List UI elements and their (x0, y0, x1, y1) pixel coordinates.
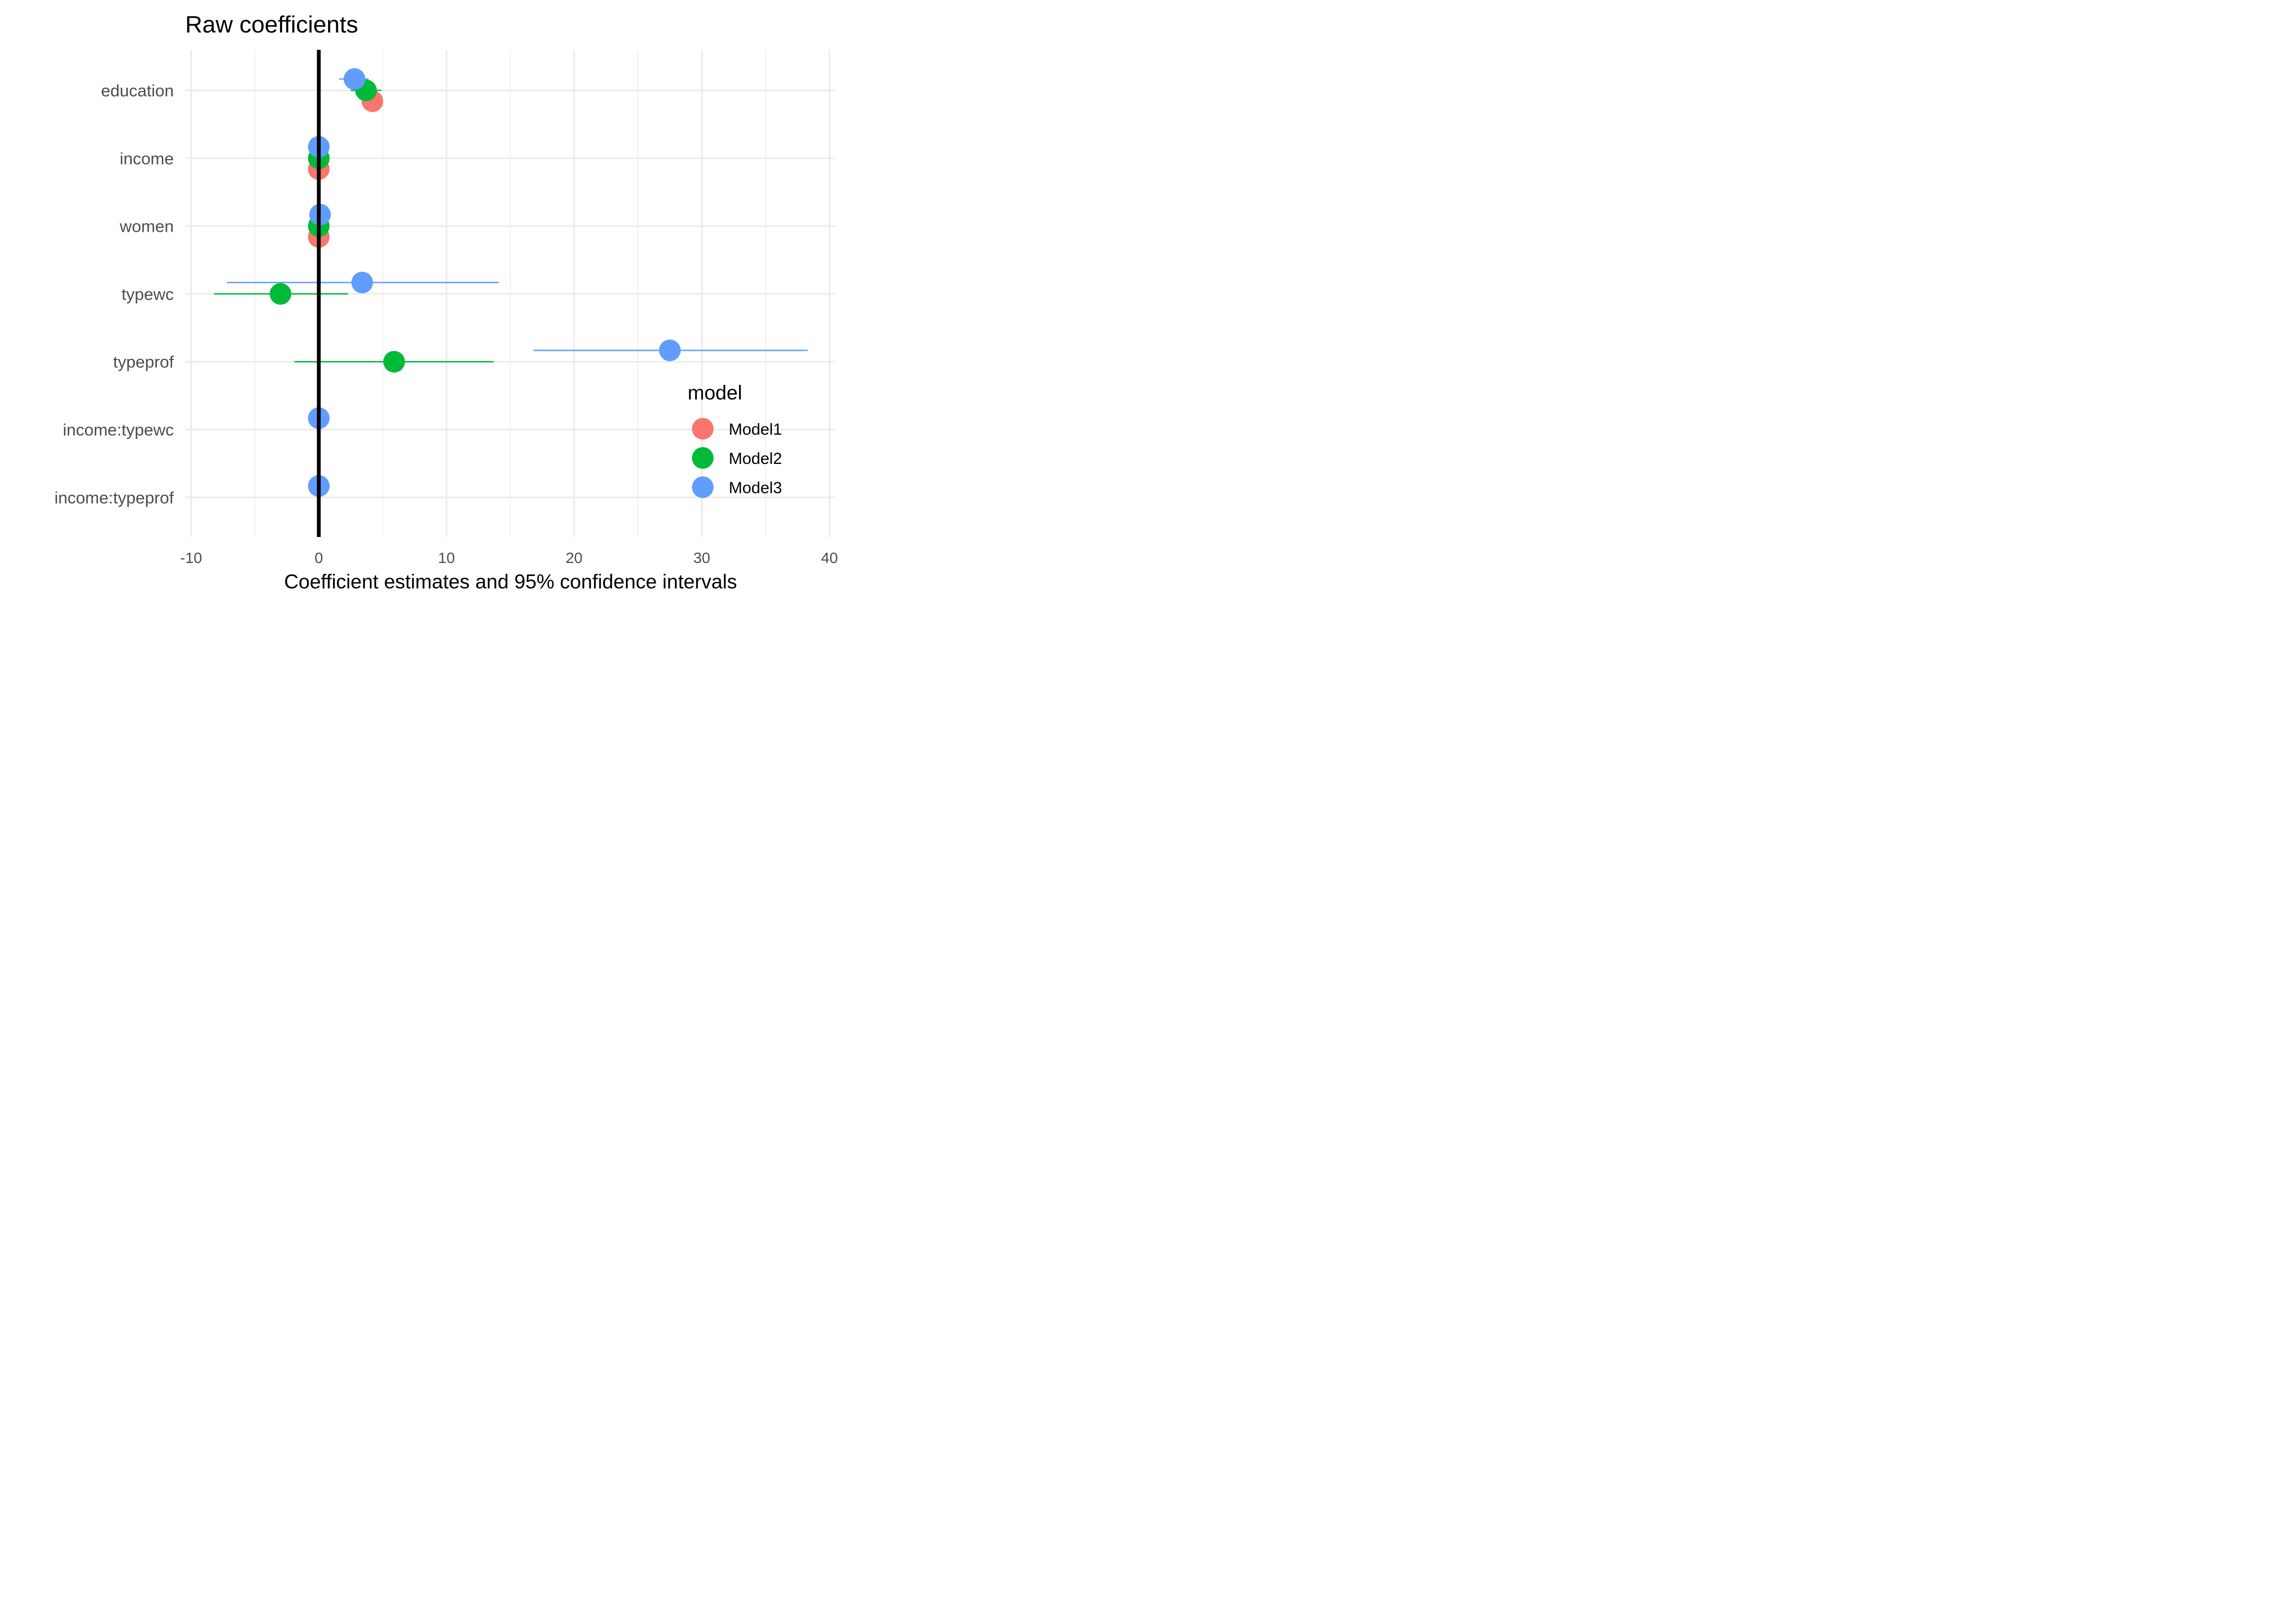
legend: model Model1 Model2 Model3 (688, 382, 782, 498)
coefficient-point (383, 351, 405, 373)
legend-key (692, 447, 714, 469)
x-tick-label: 30 (694, 549, 710, 566)
y-tick-label: typewc (122, 285, 174, 304)
y-tick-labels: education income women typewc typeprof income… (54, 81, 174, 507)
x-tick-label: -10 (180, 549, 202, 566)
x-axis-label: Coefficient estimates and 95% confidence… (284, 571, 737, 593)
y-tick-label: income (120, 149, 174, 168)
y-tick-label: income:typewc (63, 421, 174, 440)
y-tick-label: education (101, 81, 174, 100)
chart-title: Raw coefficients (185, 11, 358, 38)
x-tick-labels: -10 0 10 20 30 40 (180, 549, 838, 566)
legend-label: Model1 (729, 421, 782, 438)
legend-key (692, 476, 714, 498)
grid-lines (185, 50, 835, 537)
x-tick-label: 40 (821, 549, 838, 566)
y-tick-label: typeprof (113, 352, 174, 371)
x-tick-label: 0 (315, 549, 323, 566)
y-tick-label: women (119, 217, 174, 236)
x-tick-label: 10 (438, 549, 455, 566)
coefficient-point (351, 271, 373, 293)
coefficient-point (270, 283, 292, 305)
legend-key (692, 418, 714, 440)
coefficient-point (659, 339, 681, 362)
coefficient-point (343, 68, 365, 90)
y-tick-label: income:typeprof (54, 488, 174, 507)
x-tick-label: 20 (566, 549, 583, 566)
legend-label: Model2 (729, 450, 782, 468)
coefficient-plot: Raw coefficients education income women typ… (54, 11, 838, 593)
legend-label: Model3 (729, 479, 782, 497)
confidence-intervals (214, 78, 808, 363)
legend-title: model (688, 382, 742, 404)
